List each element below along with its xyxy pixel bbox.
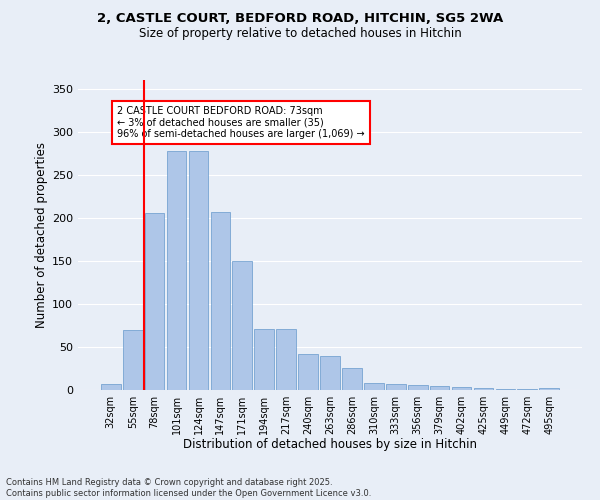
Bar xyxy=(101,384,121,390)
Text: 2 CASTLE COURT BEDFORD ROAD: 73sqm
← 3% of detached houses are smaller (35)
96% : 2 CASTLE COURT BEDFORD ROAD: 73sqm ← 3% … xyxy=(118,106,365,139)
Bar xyxy=(408,385,428,390)
Bar xyxy=(452,388,472,390)
Bar xyxy=(232,261,252,390)
Bar xyxy=(386,384,406,390)
Bar xyxy=(211,212,230,390)
Bar xyxy=(276,329,296,390)
Bar xyxy=(473,388,493,390)
Bar xyxy=(517,389,537,390)
Bar xyxy=(167,150,187,390)
Bar xyxy=(188,150,208,390)
Bar xyxy=(145,214,164,390)
Bar xyxy=(320,356,340,390)
Bar xyxy=(539,388,559,390)
Text: 2, CASTLE COURT, BEDFORD ROAD, HITCHIN, SG5 2WA: 2, CASTLE COURT, BEDFORD ROAD, HITCHIN, … xyxy=(97,12,503,26)
Bar xyxy=(342,368,362,390)
Y-axis label: Number of detached properties: Number of detached properties xyxy=(35,142,48,328)
Text: Contains HM Land Registry data © Crown copyright and database right 2025.
Contai: Contains HM Land Registry data © Crown c… xyxy=(6,478,371,498)
Bar xyxy=(123,330,143,390)
X-axis label: Distribution of detached houses by size in Hitchin: Distribution of detached houses by size … xyxy=(183,438,477,452)
Bar xyxy=(254,329,274,390)
Bar xyxy=(496,389,515,390)
Bar xyxy=(298,354,318,390)
Bar xyxy=(430,386,449,390)
Text: Size of property relative to detached houses in Hitchin: Size of property relative to detached ho… xyxy=(139,28,461,40)
Bar xyxy=(364,383,384,390)
